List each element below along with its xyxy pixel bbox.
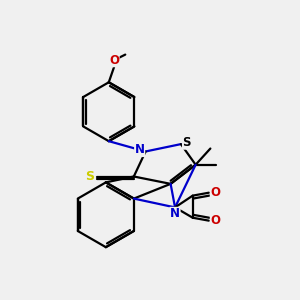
Text: O: O (210, 186, 220, 199)
Text: S: S (183, 136, 191, 149)
Text: O: O (109, 54, 119, 67)
Text: N: N (135, 143, 145, 157)
Text: N: N (170, 207, 180, 220)
Text: S: S (85, 170, 94, 183)
Text: O: O (210, 214, 220, 227)
